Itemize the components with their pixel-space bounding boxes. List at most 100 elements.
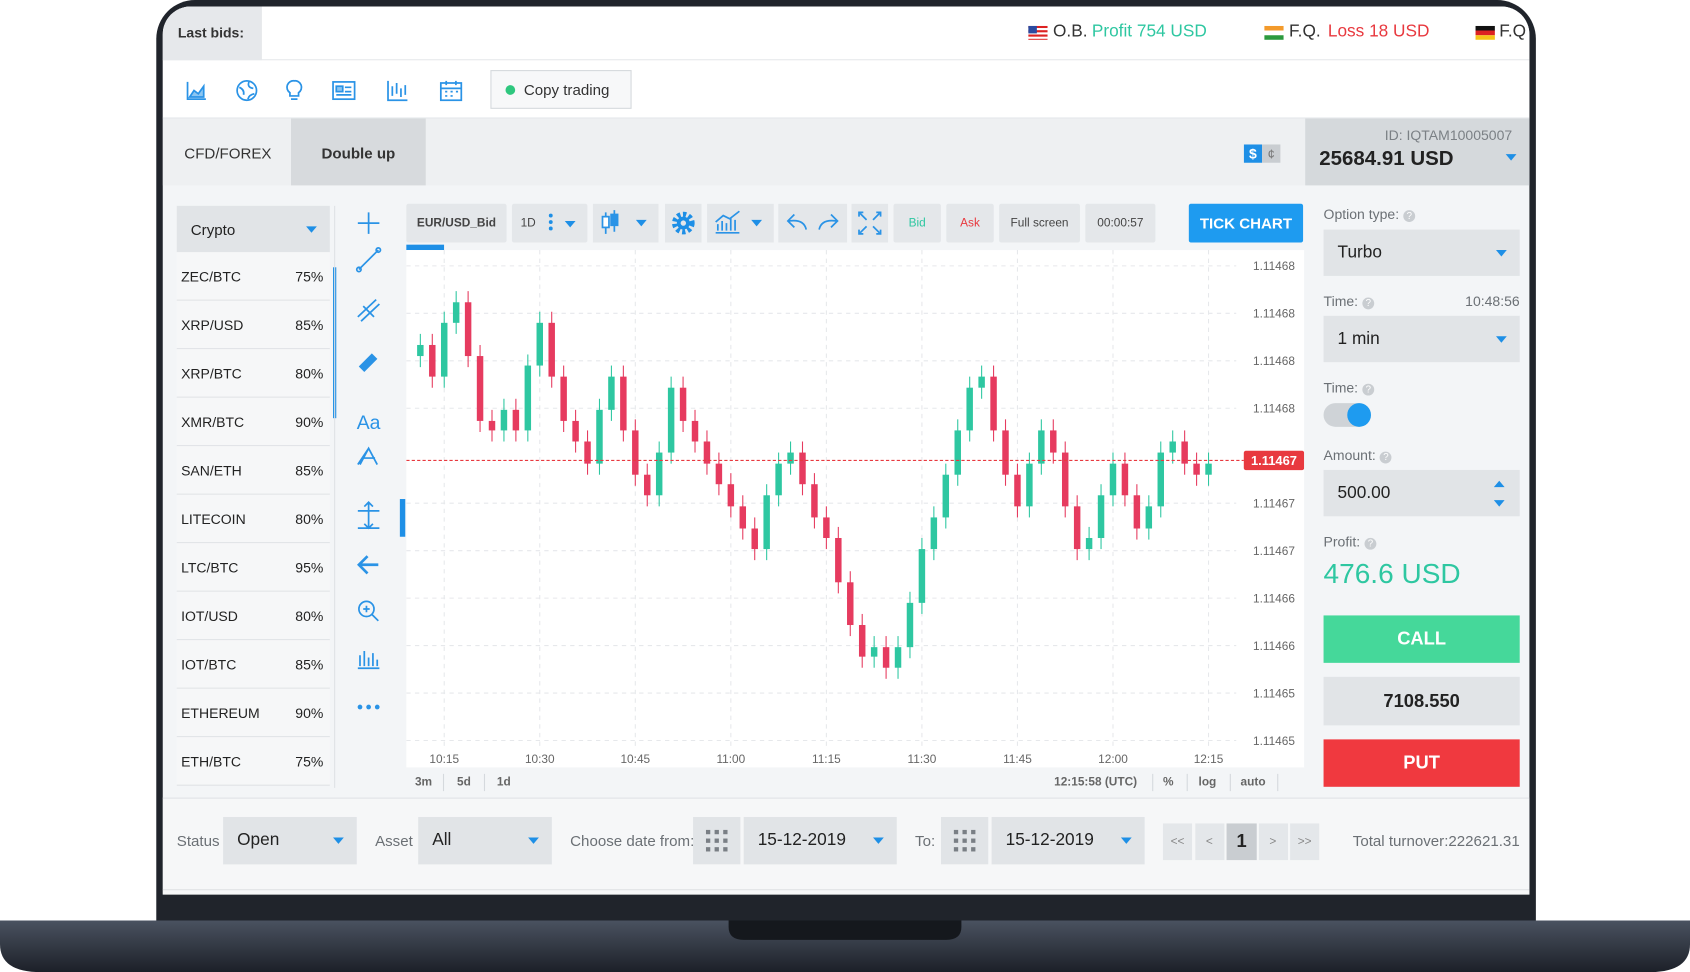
candle-body xyxy=(858,625,866,657)
drawing-tools[interactable]: Aa xyxy=(352,209,384,716)
caret xyxy=(333,837,344,844)
calendar-button[interactable] xyxy=(940,816,989,865)
account-box[interactable]: ID: IQTAM10005007 25684.91 USD xyxy=(1305,118,1530,186)
calendar-button[interactable] xyxy=(693,816,741,865)
help-icon[interactable]: ? xyxy=(1380,451,1392,464)
toolbar-icons[interactable] xyxy=(184,78,475,104)
asset-payout: 80% xyxy=(295,365,324,382)
asset-row[interactable]: IOT/USD 80% xyxy=(176,591,330,641)
symbol-button[interactable]: EUR/USD_Bid xyxy=(406,203,507,243)
filter-dropdown[interactable]: Crypto xyxy=(176,205,330,253)
x-tick-label: 11:15 xyxy=(812,752,841,766)
help-icon[interactable]: ? xyxy=(1364,537,1377,550)
candle-body xyxy=(811,484,818,518)
status-label: Status xyxy=(176,832,220,850)
tick-chart-button[interactable]: TICK CHART xyxy=(1188,203,1304,243)
bid-button[interactable]: Bid xyxy=(893,203,941,243)
filter-label: Crypto xyxy=(190,220,236,238)
undo-redo-buttons[interactable] xyxy=(778,203,848,243)
put-button[interactable]: PUT xyxy=(1323,739,1520,787)
page-button[interactable]: >> xyxy=(1290,823,1320,861)
candle-body xyxy=(918,549,926,603)
bid-name: O.B. xyxy=(1053,22,1088,41)
candle-body xyxy=(1121,463,1129,496)
account-caret xyxy=(1505,154,1517,161)
duration-dropdown[interactable]: 1 min xyxy=(1323,315,1520,363)
amount-input[interactable]: 500.00 xyxy=(1323,469,1520,517)
svg-text:$: $ xyxy=(1249,145,1257,161)
asset-row[interactable]: ETH/BTC 75% xyxy=(176,737,330,786)
stepper[interactable] xyxy=(1493,480,1505,508)
separator xyxy=(1277,773,1279,792)
candle-body xyxy=(524,365,532,431)
field-label: Time:? xyxy=(1324,379,1375,396)
asset-row[interactable]: IOT/BTC 85% xyxy=(176,640,330,689)
call-button[interactable]: CALL xyxy=(1323,615,1520,663)
help-icon[interactable]: ? xyxy=(1362,383,1375,396)
help-icon[interactable]: ? xyxy=(1403,210,1416,223)
candle-body xyxy=(476,356,484,421)
date-value: 15-12-2019 xyxy=(757,830,846,850)
page-current[interactable]: 1 xyxy=(1226,823,1257,861)
label-text: Profit: xyxy=(1323,533,1361,550)
toggle[interactable] xyxy=(1323,403,1371,427)
candle-body xyxy=(715,463,723,485)
asset-payout: 75% xyxy=(295,268,324,285)
page-button[interactable]: < xyxy=(1194,823,1224,861)
label-text: Option type: xyxy=(1323,205,1400,223)
auto-toggle[interactable]: auto xyxy=(1240,776,1266,789)
ask-button[interactable]: Ask xyxy=(946,203,994,243)
range-button[interactable]: 1d xyxy=(496,776,511,789)
asset-row[interactable]: SAN/ETH 85% xyxy=(176,446,330,495)
candle-body xyxy=(691,420,699,442)
bid-result: Loss 18 USD xyxy=(1327,22,1430,41)
log-toggle[interactable]: log xyxy=(1198,776,1217,789)
full-screen-button[interactable]: Full screen xyxy=(999,203,1080,243)
date-from[interactable]: 15-12-2019 xyxy=(743,816,897,865)
asset-payout: 80% xyxy=(295,607,324,625)
asset-row[interactable]: XMR/BTC 90% xyxy=(176,397,330,447)
candle-body xyxy=(548,322,555,377)
period-button[interactable]: 1D xyxy=(511,203,588,243)
caret xyxy=(1496,249,1507,256)
currency-switch[interactable]: $ ¢ xyxy=(1243,144,1281,163)
asset-row[interactable]: XRP/BTC 80% xyxy=(176,349,330,398)
candle-type-button[interactable] xyxy=(592,203,659,243)
percent-toggle[interactable]: % xyxy=(1162,776,1174,789)
caret xyxy=(306,225,317,233)
y-tick-label: 1.11468 xyxy=(1253,307,1295,321)
candle-body xyxy=(787,452,794,464)
copy-trading-button[interactable]: Copy trading xyxy=(490,70,632,109)
candle-body xyxy=(679,387,687,421)
page-button[interactable]: > xyxy=(1258,823,1288,861)
range-button[interactable]: 3m xyxy=(414,776,433,789)
candle-body xyxy=(1145,506,1153,529)
asset-row[interactable]: LTC/BTC 95% xyxy=(176,543,330,592)
indicators-button[interactable] xyxy=(707,203,774,243)
asset-dropdown[interactable]: All xyxy=(418,816,552,865)
asset-row[interactable]: LITECOIN 80% xyxy=(176,494,330,544)
status-dropdown[interactable]: Open xyxy=(223,816,357,865)
candle-body xyxy=(1169,441,1176,453)
candle-body xyxy=(644,474,651,496)
settings-button[interactable] xyxy=(665,203,702,243)
y-tick-label: 1.11465 xyxy=(1253,734,1295,748)
panel-handle[interactable] xyxy=(399,499,406,537)
option-type-dropdown[interactable]: Turbo xyxy=(1323,229,1520,276)
asset-row[interactable]: ETHEREUM 90% xyxy=(176,688,330,738)
date-to[interactable]: 15-12-2019 xyxy=(991,816,1145,865)
asset-row[interactable]: XRP/USD 85% xyxy=(176,300,330,350)
candle-body xyxy=(727,484,735,507)
tab-active[interactable]: Double up xyxy=(291,118,426,186)
help-icon[interactable]: ? xyxy=(1362,297,1375,310)
expand-button[interactable] xyxy=(851,203,889,243)
bid-result: Profit 754 USD xyxy=(1091,22,1207,41)
candle-body xyxy=(882,647,890,668)
range-button[interactable]: 5d xyxy=(456,776,471,789)
asset-payout: 95% xyxy=(295,559,324,576)
page-button[interactable]: << xyxy=(1162,823,1193,861)
tab[interactable]: CFD/FOREX xyxy=(184,144,272,162)
asset-row[interactable]: ZEC/BTC 75% xyxy=(176,252,330,301)
